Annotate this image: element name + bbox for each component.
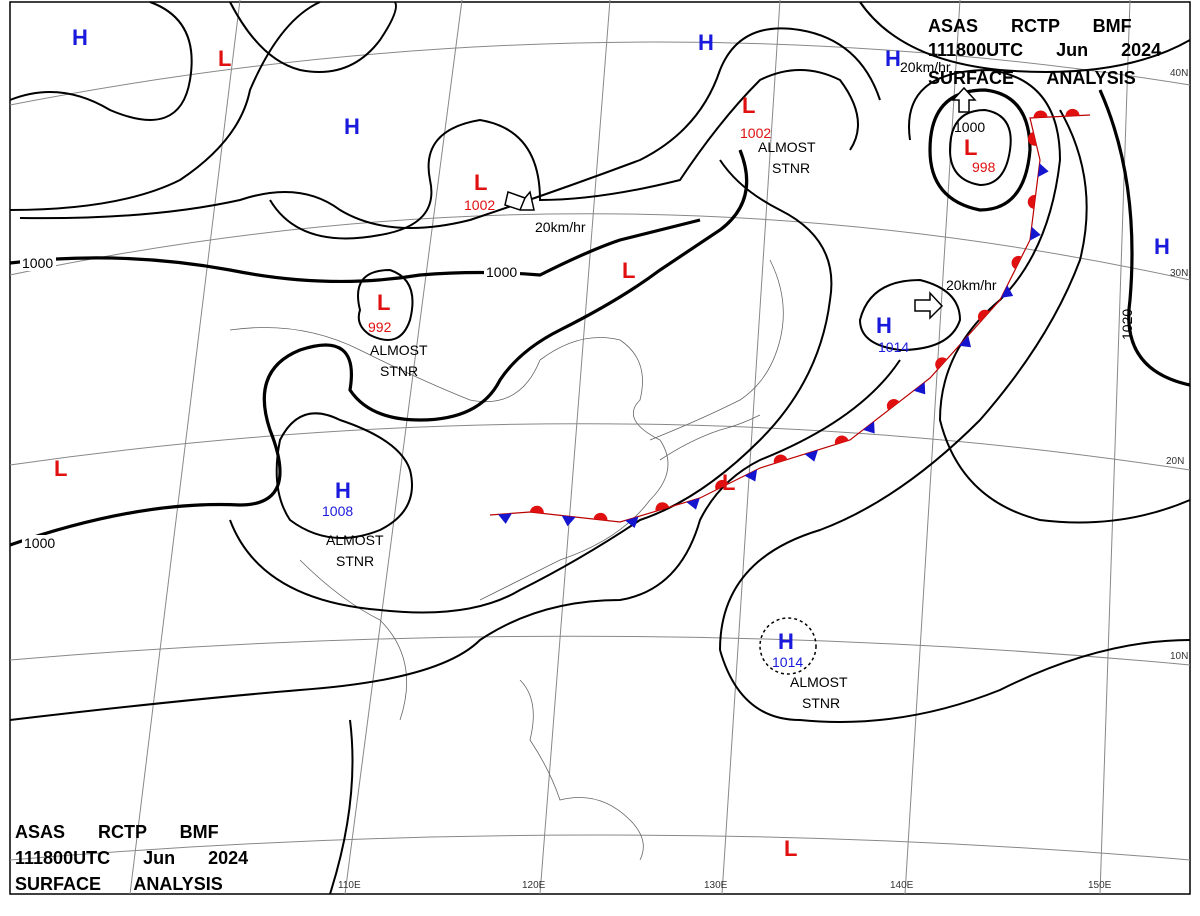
longitude-label: 130E (704, 880, 728, 891)
warm-semicircle (655, 502, 670, 512)
warm-semicircle (715, 479, 729, 491)
low-pressure: L (218, 46, 231, 71)
cold-triangle (686, 498, 700, 510)
high-pressure: H (72, 25, 88, 50)
pressure-value: 992 (368, 319, 392, 335)
stationary-note: STNR (336, 553, 374, 569)
warm-semicircle (834, 435, 849, 445)
cold-triangle (804, 449, 818, 462)
high-pressure: H (698, 30, 714, 55)
low-pressure: L (784, 836, 797, 861)
isobar-label: 1020 (1119, 309, 1135, 340)
warm-semicircle (886, 399, 900, 411)
stationary-note: STNR (802, 695, 840, 711)
cold-triangle (625, 516, 639, 529)
front-symbols (497, 108, 1080, 529)
header-line: SURFACE ANALYSIS (928, 68, 1136, 88)
coastlines (229, 259, 784, 861)
motion-speed: 20km/hr (946, 277, 997, 293)
pressure-value: 1008 (322, 503, 353, 519)
cold-triangle (1029, 226, 1041, 241)
motion-speed: 20km/hr (900, 59, 951, 75)
low-pressure: L (722, 470, 735, 495)
warm-semicircle (977, 309, 990, 322)
isobar-label: 1000 (486, 264, 517, 280)
cold-triangle (561, 515, 576, 527)
low-pressure: L (742, 93, 755, 118)
warm-semicircle (1027, 132, 1037, 146)
warm-semicircle (1033, 110, 1048, 118)
longitude-label: 150E (1088, 880, 1112, 891)
arrows (504, 86, 977, 320)
motion-speed: 20km/hr (535, 219, 586, 235)
longitude-label: 110E (338, 880, 361, 891)
warm-semicircle (529, 505, 544, 514)
pressure-value: 998 (972, 159, 996, 175)
header-line: 111800UTC Jun 2024 (15, 848, 248, 868)
high-pressure: H (885, 46, 901, 71)
cold-triangle (744, 469, 758, 482)
high-pressure: H (876, 313, 892, 338)
longitude-label: 140E (890, 880, 914, 891)
stationary-note: ALMOST (370, 342, 428, 358)
cold-triangle (1037, 163, 1049, 178)
warm-semicircle (1011, 255, 1022, 270)
header-line: ASAS RCTP BMF (15, 822, 219, 842)
header-line: 111800UTC Jun 2024 (928, 40, 1161, 60)
high-pressure: H (344, 114, 360, 139)
graticule (9, 0, 1191, 895)
warm-semicircle (1027, 194, 1036, 209)
high-pressure: H (335, 478, 351, 503)
cold-triangle (958, 335, 972, 348)
label-bg (20, 255, 56, 271)
longitude-label: 120E (522, 880, 546, 891)
pressure-value: 1002 (464, 197, 495, 213)
header-line: ASAS RCTP BMF (928, 16, 1132, 36)
low-pressure: L (964, 135, 977, 160)
warm-semicircle (1065, 108, 1080, 117)
label-bg (484, 264, 520, 280)
warm-semicircle (593, 512, 608, 521)
stationary-note: STNR (772, 160, 810, 176)
pressure-value: 1014 (878, 339, 909, 355)
latitude-label: 10N (1170, 651, 1188, 662)
label-bg (22, 535, 58, 551)
isobar-label: 1000 (24, 535, 55, 551)
low-pressure: L (622, 258, 635, 283)
pressure-value: 1014 (772, 654, 803, 670)
frame (9, 1, 1191, 895)
cold-triangle (863, 421, 875, 434)
isobar-label: 1000 (22, 255, 53, 271)
warm-semicircle (773, 454, 788, 464)
latitude-label: 40N (1170, 68, 1188, 79)
stationary-note: STNR (380, 363, 418, 379)
latitude-label: 30N (1170, 268, 1188, 279)
latitude-label: 20N (1166, 456, 1184, 467)
warm-semicircle (935, 357, 947, 370)
isobar-label: 1000 (954, 119, 985, 135)
stationary-note: ALMOST (758, 139, 816, 155)
cold-triangle (497, 513, 512, 524)
cold-triangle (913, 382, 926, 395)
stationary-note: ALMOST (326, 532, 384, 548)
pressure-value: 1002 (740, 125, 771, 141)
stationary-note: ALMOST (790, 674, 848, 690)
header-line: SURFACE ANALYSIS (15, 874, 223, 894)
low-pressure: L (377, 290, 390, 315)
high-pressure: H (778, 629, 794, 654)
low-pressure: L (54, 456, 67, 481)
high-pressure: H (1154, 234, 1170, 259)
cold-triangle (1001, 285, 1014, 298)
low-pressure: L (474, 170, 487, 195)
isobars (9, 1, 1191, 895)
